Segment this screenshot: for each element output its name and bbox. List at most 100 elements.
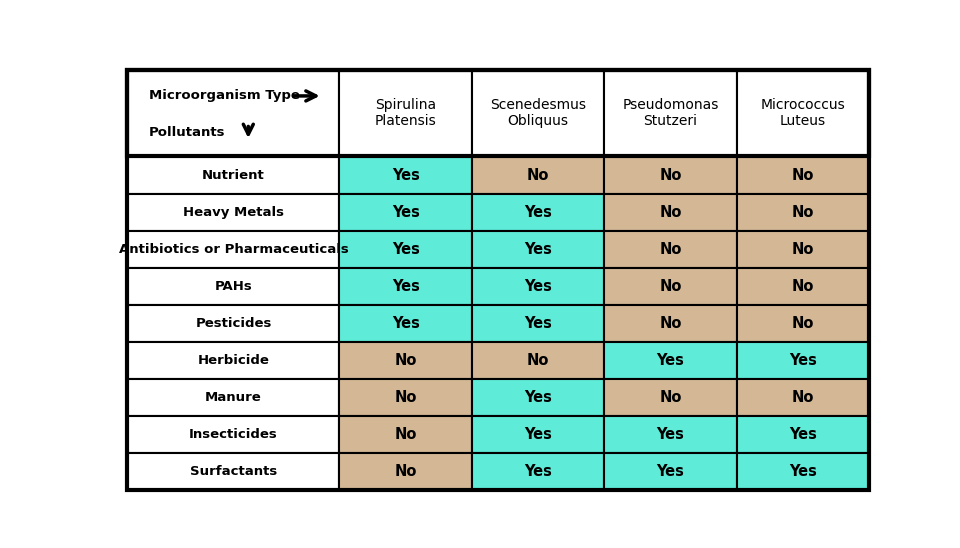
Text: No: No bbox=[792, 168, 814, 182]
Text: Micrococcus
Luteus: Micrococcus Luteus bbox=[760, 98, 846, 128]
Bar bbox=[128, 342, 340, 379]
Text: No: No bbox=[660, 278, 682, 294]
Text: No: No bbox=[660, 316, 682, 330]
Bar bbox=[605, 157, 736, 193]
Bar bbox=[128, 453, 340, 490]
Text: Pesticides: Pesticides bbox=[195, 317, 272, 330]
Text: No: No bbox=[660, 204, 682, 220]
Bar bbox=[472, 231, 605, 267]
Bar bbox=[736, 379, 869, 416]
Bar bbox=[605, 267, 736, 305]
Text: Herbicide: Herbicide bbox=[198, 354, 270, 367]
Bar bbox=[605, 70, 736, 157]
Bar bbox=[472, 453, 605, 490]
Bar bbox=[605, 342, 736, 379]
Bar bbox=[736, 231, 869, 267]
Text: Insecticides: Insecticides bbox=[189, 428, 277, 441]
Bar bbox=[472, 267, 605, 305]
Text: No: No bbox=[792, 204, 814, 220]
Text: No: No bbox=[395, 353, 417, 368]
Text: Yes: Yes bbox=[657, 464, 684, 479]
Bar bbox=[340, 416, 472, 453]
Text: Yes: Yes bbox=[524, 278, 552, 294]
Text: Nutrient: Nutrient bbox=[203, 168, 265, 181]
Text: No: No bbox=[660, 168, 682, 182]
Text: Yes: Yes bbox=[524, 390, 552, 405]
Bar bbox=[605, 453, 736, 490]
Text: Yes: Yes bbox=[524, 316, 552, 330]
Bar bbox=[472, 305, 605, 342]
Text: Microorganism Type: Microorganism Type bbox=[149, 89, 300, 102]
Bar bbox=[472, 193, 605, 231]
Text: Heavy Metals: Heavy Metals bbox=[183, 206, 284, 219]
Bar bbox=[472, 157, 605, 193]
Text: Spirulina
Platensis: Spirulina Platensis bbox=[374, 98, 437, 128]
Bar bbox=[340, 231, 472, 267]
Text: Yes: Yes bbox=[392, 278, 420, 294]
Bar bbox=[736, 416, 869, 453]
Bar bbox=[472, 70, 605, 157]
Text: No: No bbox=[527, 353, 549, 368]
Text: Yes: Yes bbox=[657, 427, 684, 442]
Bar bbox=[128, 305, 340, 342]
Bar bbox=[605, 416, 736, 453]
Bar bbox=[128, 267, 340, 305]
Bar bbox=[128, 231, 340, 267]
Text: Yes: Yes bbox=[392, 204, 420, 220]
Text: Yes: Yes bbox=[392, 242, 420, 256]
Text: Antibiotics or Pharmaceuticals: Antibiotics or Pharmaceuticals bbox=[119, 243, 348, 255]
Text: Yes: Yes bbox=[789, 353, 817, 368]
Text: Yes: Yes bbox=[524, 204, 552, 220]
Text: No: No bbox=[395, 390, 417, 405]
Bar bbox=[128, 70, 869, 157]
Bar bbox=[340, 305, 472, 342]
Bar bbox=[472, 416, 605, 453]
Text: Scenedesmus
Obliquus: Scenedesmus Obliquus bbox=[491, 98, 587, 128]
Bar bbox=[128, 157, 340, 193]
Text: Yes: Yes bbox=[524, 464, 552, 479]
Text: PAHs: PAHs bbox=[215, 279, 252, 293]
Bar bbox=[128, 416, 340, 453]
Bar bbox=[128, 70, 340, 157]
Text: No: No bbox=[660, 390, 682, 405]
Text: No: No bbox=[395, 464, 417, 479]
Text: No: No bbox=[792, 316, 814, 330]
Bar bbox=[736, 157, 869, 193]
Bar bbox=[340, 193, 472, 231]
Bar bbox=[605, 379, 736, 416]
Text: No: No bbox=[527, 168, 549, 182]
Bar bbox=[736, 267, 869, 305]
Bar bbox=[340, 342, 472, 379]
Text: Yes: Yes bbox=[789, 427, 817, 442]
Bar bbox=[736, 193, 869, 231]
Text: Yes: Yes bbox=[392, 168, 420, 182]
Text: No: No bbox=[792, 242, 814, 256]
Bar bbox=[340, 379, 472, 416]
Bar bbox=[605, 193, 736, 231]
Bar bbox=[340, 70, 472, 157]
Bar bbox=[605, 305, 736, 342]
Text: No: No bbox=[792, 278, 814, 294]
Bar bbox=[736, 453, 869, 490]
Text: Manure: Manure bbox=[205, 391, 262, 404]
Bar bbox=[605, 231, 736, 267]
Text: Surfactants: Surfactants bbox=[190, 465, 277, 478]
Text: Yes: Yes bbox=[657, 353, 684, 368]
Bar bbox=[128, 193, 340, 231]
Text: No: No bbox=[395, 427, 417, 442]
Text: Pollutants: Pollutants bbox=[149, 125, 226, 139]
Text: No: No bbox=[792, 390, 814, 405]
Text: Yes: Yes bbox=[789, 464, 817, 479]
Bar bbox=[736, 70, 869, 157]
Bar bbox=[340, 453, 472, 490]
Text: No: No bbox=[660, 242, 682, 256]
Bar bbox=[472, 342, 605, 379]
Bar bbox=[472, 379, 605, 416]
Text: Yes: Yes bbox=[524, 427, 552, 442]
Text: Yes: Yes bbox=[524, 242, 552, 256]
Text: Yes: Yes bbox=[392, 316, 420, 330]
Bar bbox=[128, 379, 340, 416]
Bar bbox=[340, 157, 472, 193]
Bar bbox=[736, 305, 869, 342]
Bar bbox=[736, 342, 869, 379]
